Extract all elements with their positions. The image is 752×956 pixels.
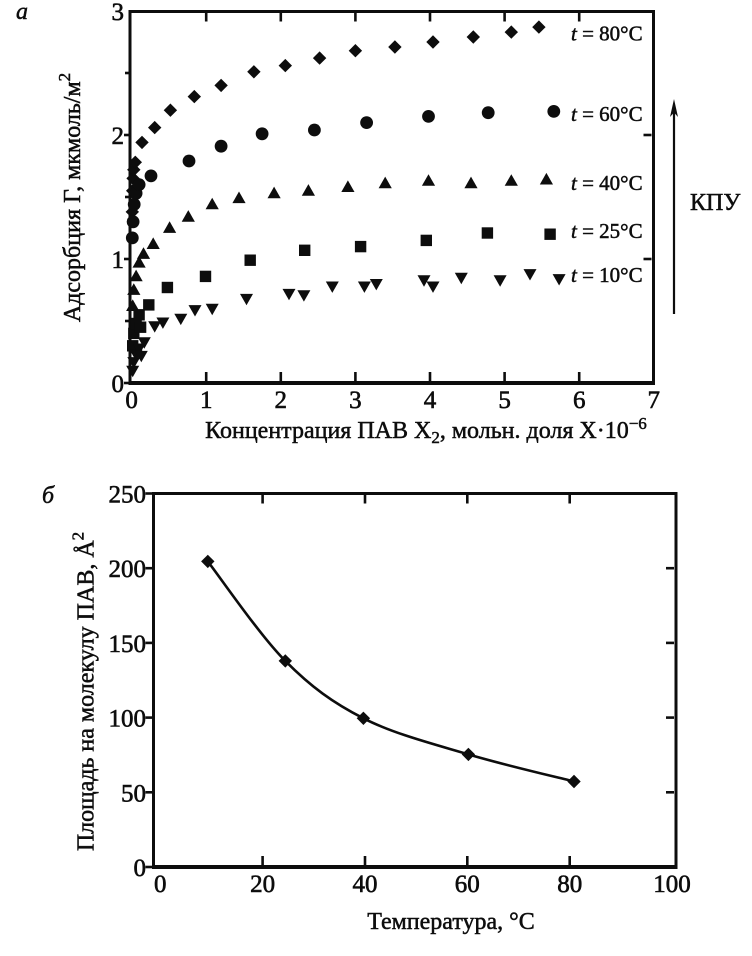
svg-text:Площадь на молекулу ПАВ, Å2: Площадь на молекулу ПАВ, Å2 (69, 532, 100, 851)
svg-text:60: 60 (455, 871, 480, 898)
svg-text:150: 150 (109, 631, 147, 658)
svg-text:t = 40°C: t = 40°C (571, 171, 643, 195)
svg-text:б: б (42, 483, 55, 509)
svg-text:20: 20 (250, 871, 275, 898)
svg-text:4: 4 (424, 387, 437, 414)
svg-text:1: 1 (112, 247, 125, 274)
svg-text:40: 40 (353, 871, 378, 898)
svg-text:Температура, °C: Температура, °C (367, 909, 535, 935)
svg-text:100: 100 (109, 706, 147, 733)
svg-text:Адсорбция Г, мкмоль/м2: Адсорбция Г, мкмоль/м2 (55, 73, 86, 322)
svg-text:200: 200 (109, 556, 147, 583)
svg-text:t = 25°C: t = 25°C (571, 219, 643, 243)
svg-text:Концентрация ПАВ X2, мольн. до: Концентрация ПАВ X2, мольн. доля X·10−6 (205, 414, 647, 447)
svg-text:3: 3 (112, 0, 125, 26)
svg-text:80: 80 (557, 871, 582, 898)
svg-text:3: 3 (349, 387, 362, 414)
svg-text:0: 0 (134, 855, 147, 882)
svg-text:0: 0 (154, 871, 167, 898)
svg-text:а: а (16, 0, 28, 25)
svg-text:100: 100 (653, 871, 691, 898)
svg-text:0: 0 (112, 371, 125, 398)
svg-text:5: 5 (498, 387, 511, 414)
svg-text:7: 7 (648, 387, 661, 414)
svg-text:6: 6 (573, 387, 586, 414)
svg-text:t = 60°C: t = 60°C (571, 102, 643, 126)
svg-text:2: 2 (112, 123, 125, 150)
svg-text:0: 0 (125, 387, 138, 414)
svg-text:t = 10°C: t = 10°C (571, 263, 643, 287)
svg-text:2: 2 (275, 387, 288, 414)
svg-text:КПУ: КПУ (690, 190, 740, 216)
svg-text:t = 80°C: t = 80°C (571, 22, 643, 46)
svg-text:250: 250 (109, 482, 147, 509)
svg-text:1: 1 (200, 387, 213, 414)
svg-text:50: 50 (121, 780, 146, 807)
